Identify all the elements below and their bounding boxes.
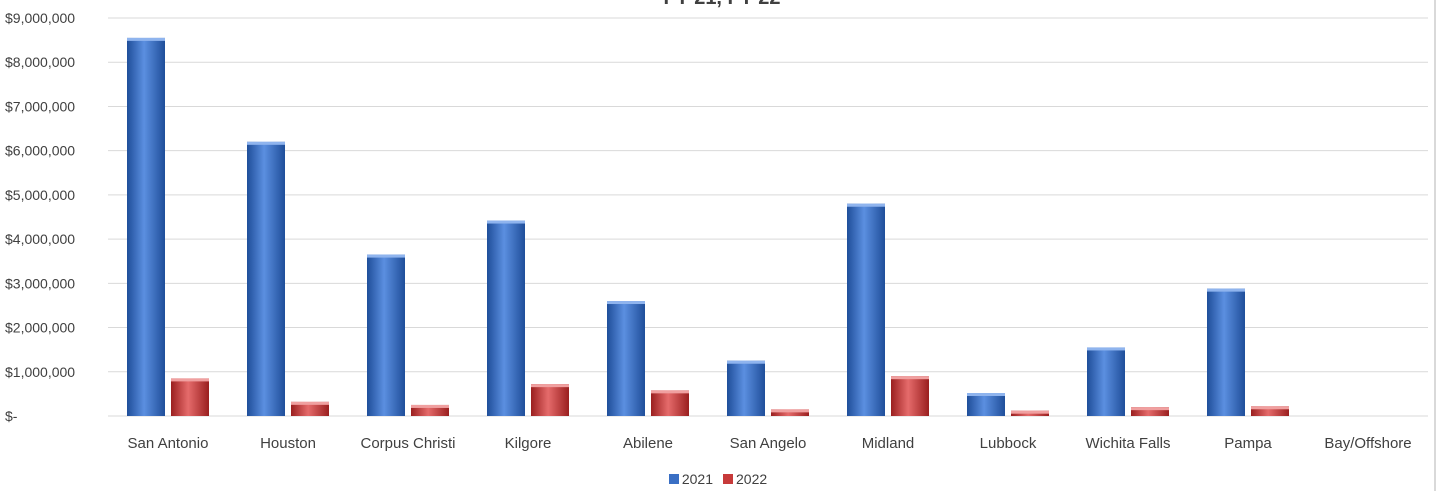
bar-top-2022 <box>171 378 209 382</box>
x-tick-label: Corpus Christi <box>360 435 455 452</box>
bar-top-2022 <box>891 376 929 380</box>
bar-2022 <box>1131 407 1169 416</box>
gridlines <box>108 17 1428 417</box>
bar-2021 <box>727 360 765 416</box>
bar-2022 <box>771 409 809 416</box>
y-tick-label: $9,000,000 <box>5 10 75 26</box>
bar-top-2021 <box>1087 347 1125 351</box>
bar-top-2021 <box>607 301 645 305</box>
x-tick-label: Wichita Falls <box>1085 435 1170 452</box>
bar-2021 <box>247 141 285 417</box>
bar-2021 <box>1087 347 1125 416</box>
y-tick-label: $1,000,000 <box>5 364 75 380</box>
y-tick-label: $7,000,000 <box>5 98 75 114</box>
legend-item-2021: 2021 <box>668 471 713 487</box>
y-tick-label: $4,000,000 <box>5 231 75 247</box>
x-tick-label: San Angelo <box>730 435 807 452</box>
x-tick-label: Pampa <box>1224 435 1272 452</box>
x-tick-label: Kilgore <box>505 435 552 452</box>
axis-labels: $- $1,000,000 $2,000,000 $3,000,000 $4,000,0… <box>5 10 1412 452</box>
bar-2021 <box>367 254 405 416</box>
bar-top-2021 <box>247 141 285 145</box>
bar-top-2022 <box>411 404 449 408</box>
bar-top-2022 <box>531 384 569 388</box>
legend-swatch-2021 <box>668 474 679 484</box>
bar-top-2021 <box>727 360 765 364</box>
bar-top-2022 <box>291 401 329 405</box>
bar-top-2022 <box>771 409 809 413</box>
bar-2021 <box>1207 288 1245 416</box>
y-tick-label: $- <box>5 408 18 424</box>
bar-2022 <box>651 390 689 416</box>
bar-2021 <box>967 393 1005 416</box>
bar-2022 <box>1251 406 1289 416</box>
x-tick-label: Bay/Offshore <box>1324 435 1411 452</box>
y-tick-label: $6,000,000 <box>5 143 75 159</box>
bar-top-2022 <box>651 390 689 394</box>
bar-top-2021 <box>367 254 405 258</box>
bar-top-2021 <box>847 203 885 207</box>
bar-2021 <box>847 203 885 416</box>
bar-2022 <box>171 378 209 416</box>
bar-2022 <box>531 384 569 416</box>
x-tick-label: Lubbock <box>980 435 1037 452</box>
bar-2022 <box>891 376 929 416</box>
x-tick-label: San Antonio <box>128 435 209 452</box>
y-tick-label: $3,000,000 <box>5 275 75 291</box>
legend: 2021 2022 <box>0 471 1436 487</box>
bar-top-2022 <box>1011 410 1049 414</box>
x-tick-label: Abilene <box>623 435 673 452</box>
legend-item-2022: 2022 <box>723 471 767 487</box>
bars <box>127 37 1289 417</box>
x-tick-label: Houston <box>260 435 316 452</box>
legend-label-2022: 2022 <box>736 471 768 487</box>
bar-top-2021 <box>1207 288 1245 292</box>
legend-label-2021: 2021 <box>681 471 713 487</box>
chart-title: FY 21, FY 22 <box>663 0 780 9</box>
x-tick-label: Midland <box>862 435 915 452</box>
y-tick-label: $5,000,000 <box>5 187 75 203</box>
bar-top-2022 <box>1131 407 1169 411</box>
y-tick-label: $8,000,000 <box>5 54 75 70</box>
bar-2021 <box>127 37 165 417</box>
bar-top-2021 <box>127 37 165 41</box>
y-tick-label: $2,000,000 <box>5 320 75 336</box>
bar-top-2021 <box>487 220 525 224</box>
bar-top-2021 <box>967 393 1005 397</box>
bar-2021 <box>607 301 645 416</box>
bar-2021 <box>487 220 525 416</box>
bar-chart: $- $1,000,000 $2,000,000 $3,000,000 $4,000,0… <box>5 0 1428 452</box>
bar-2022 <box>291 401 329 416</box>
legend-swatch-2022 <box>723 474 733 484</box>
bar-top-2022 <box>1251 406 1289 410</box>
bar-2022 <box>411 404 449 416</box>
